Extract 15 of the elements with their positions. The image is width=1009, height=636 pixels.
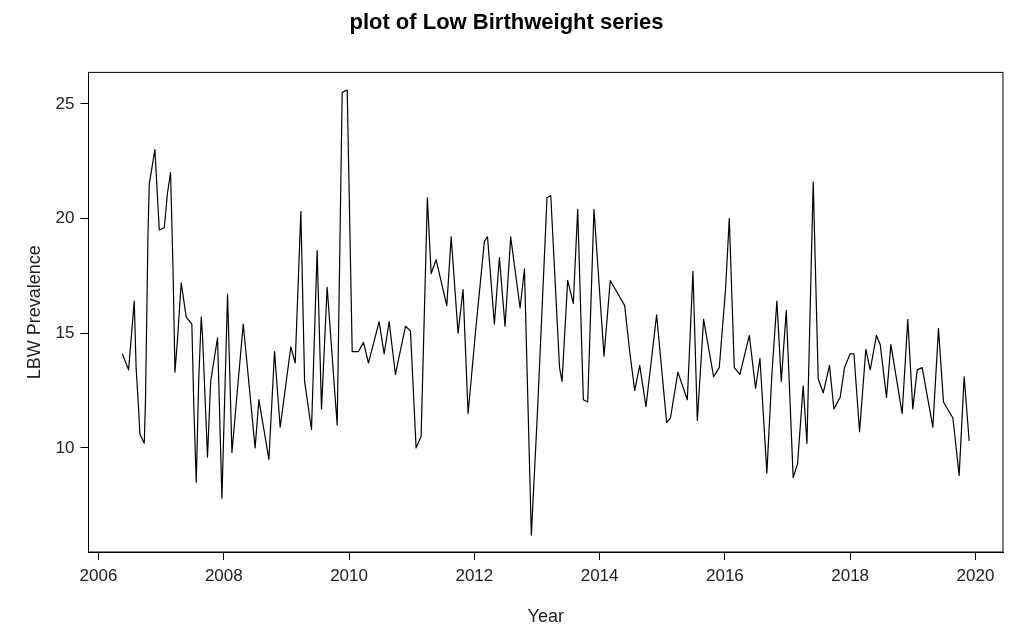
x-axis-title: Year [527, 606, 564, 627]
x-tick-label: 2008 [204, 565, 243, 585]
x-tick-label: 2016 [705, 565, 744, 585]
y-tick-label: 20 [55, 208, 75, 228]
y-axis-title: LBW Prevalence [23, 245, 44, 380]
chart-title: plot of Low Birthweight series [349, 9, 664, 35]
x-tick-label: 2012 [455, 565, 494, 585]
x-tick-label: 2020 [956, 565, 995, 585]
y-tick-label: 10 [55, 437, 75, 457]
x-tick-label: 2018 [831, 565, 870, 585]
x-tick-label: 2010 [330, 565, 368, 585]
x-tick-label: 2006 [79, 565, 118, 585]
y-tick-label: 15 [55, 322, 75, 342]
x-tick-label: 2014 [580, 565, 619, 585]
y-tick-label: 25 [55, 93, 75, 113]
